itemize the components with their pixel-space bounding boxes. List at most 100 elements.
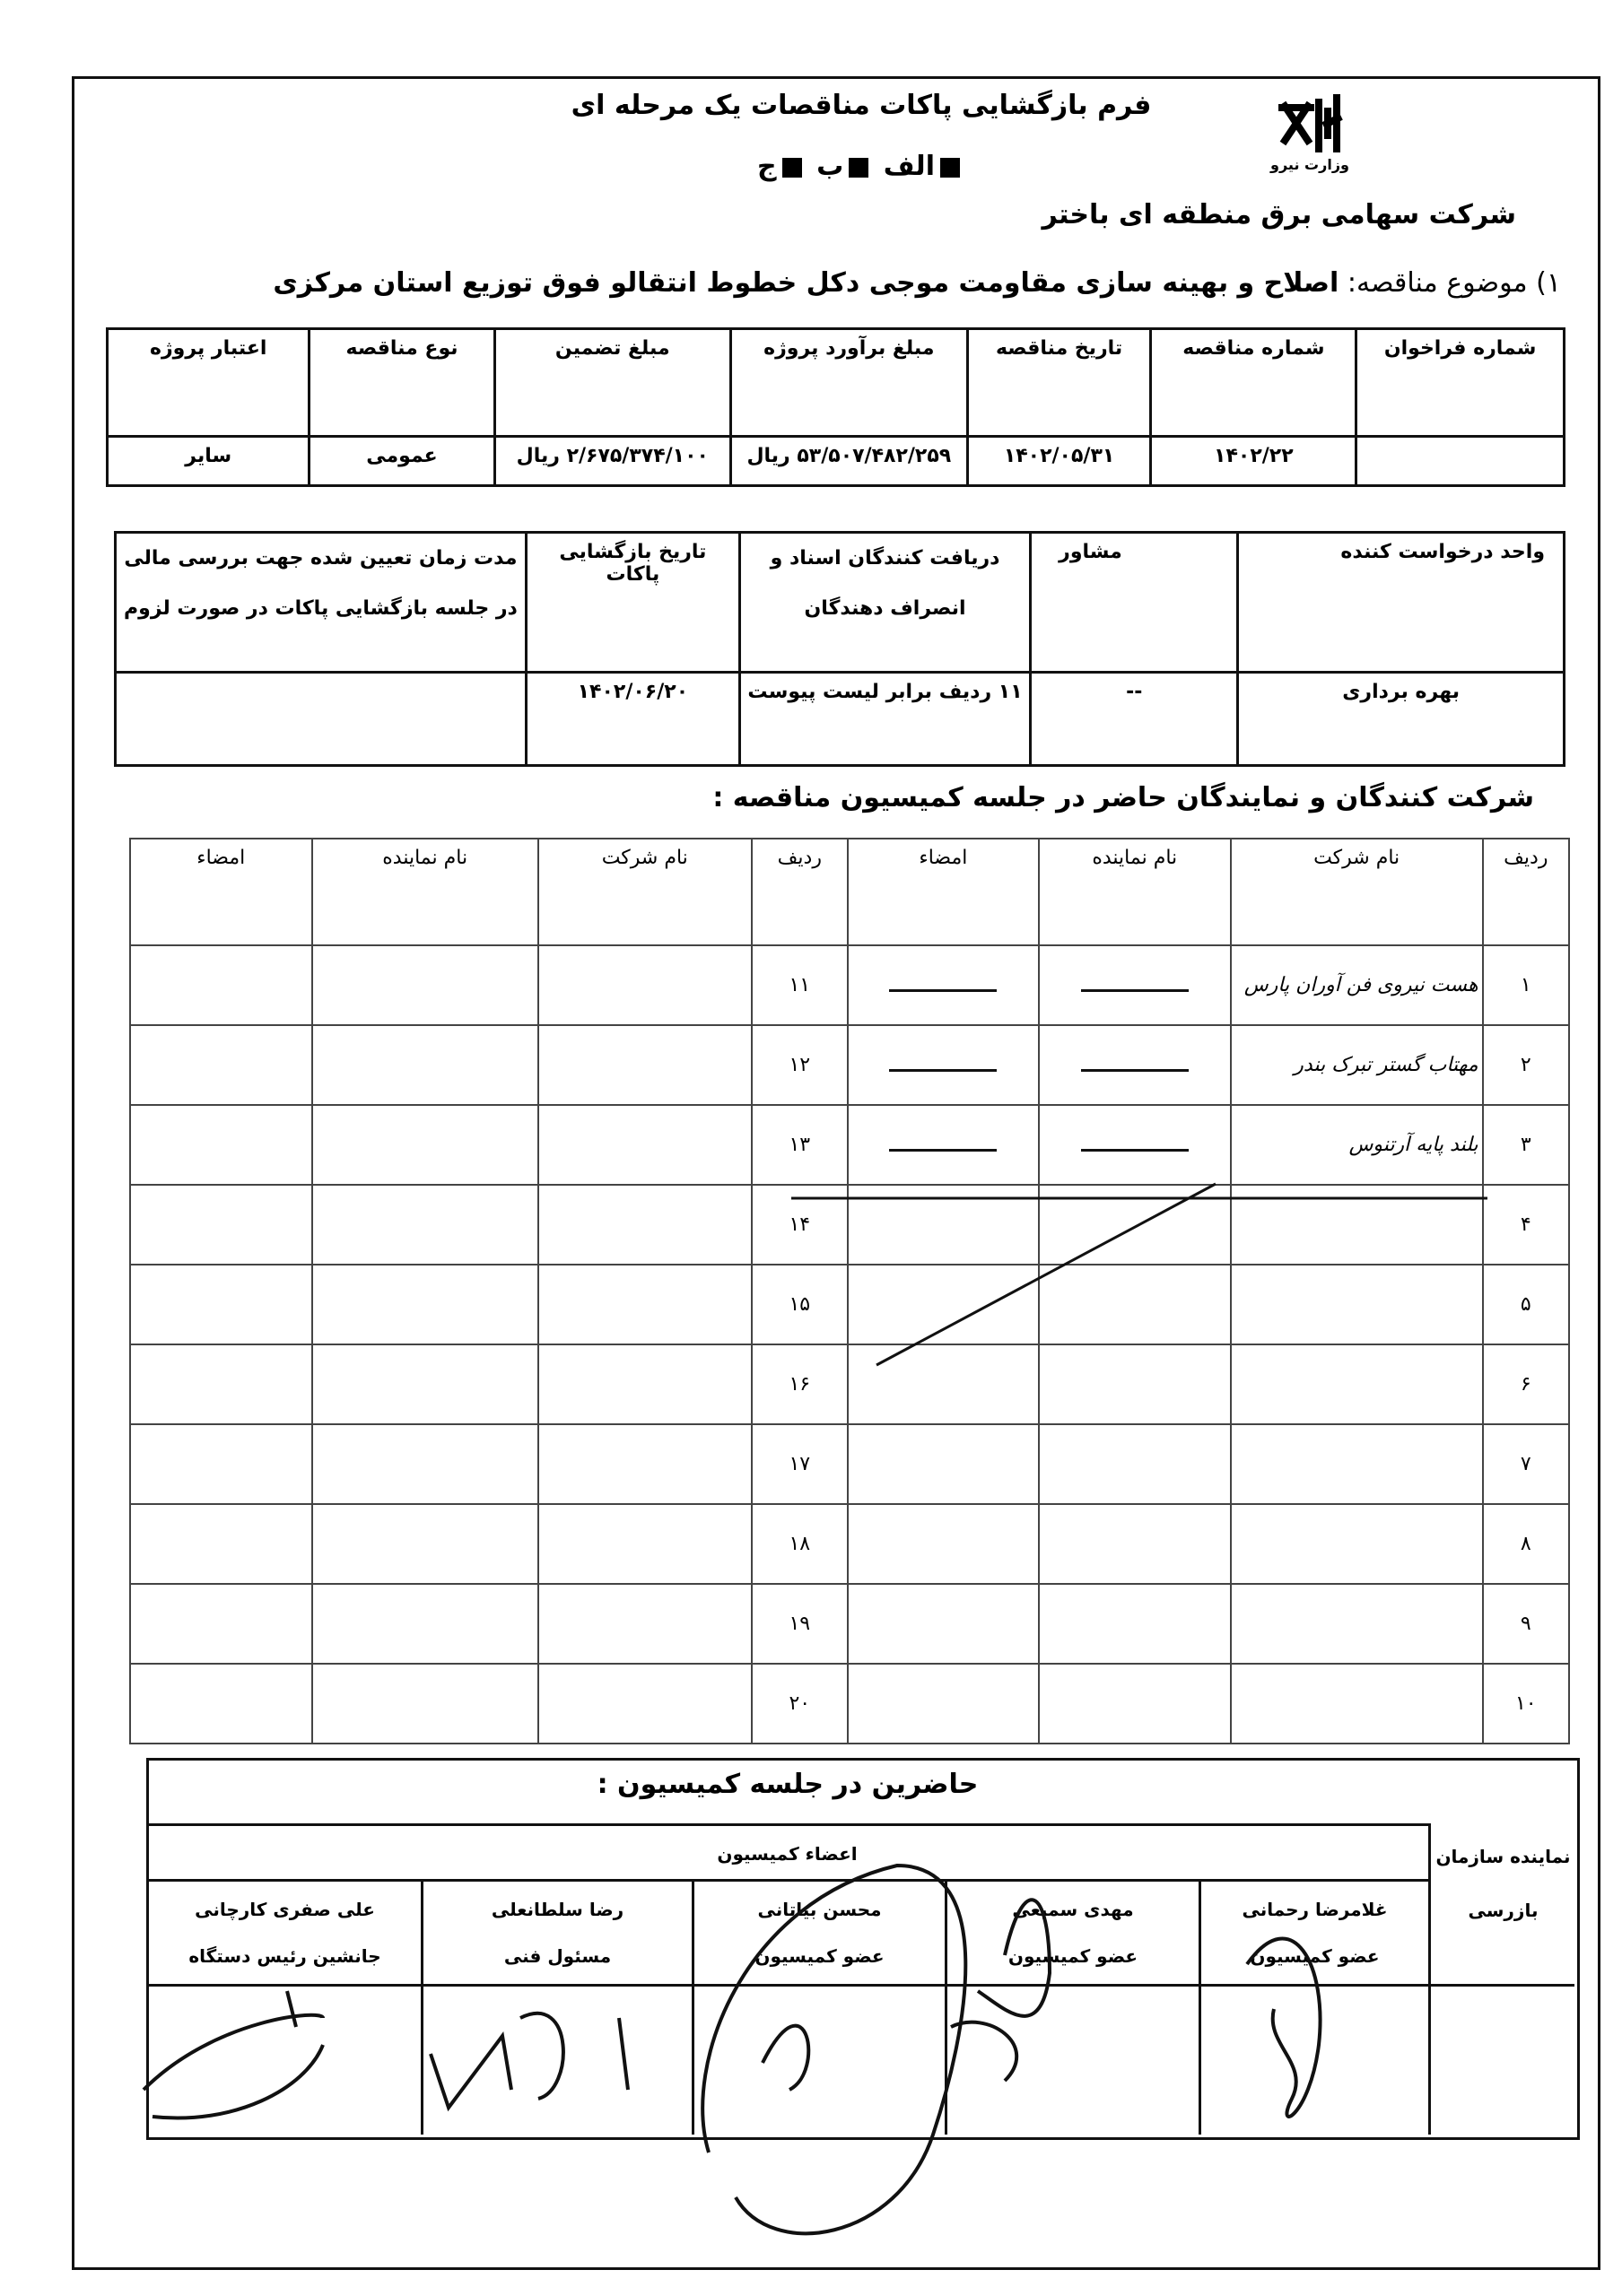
signature: [846, 1264, 1040, 1345]
header-signature-2: امضاء: [129, 838, 313, 946]
company-name: [1229, 1344, 1484, 1425]
ministry-logo: وزارت نیرو: [1260, 90, 1359, 173]
call-number: [1355, 435, 1565, 487]
company-name: [536, 1184, 753, 1265]
opening-info-table: واحد درخواست کننده مشاور دریافت کنندگان …: [114, 531, 1565, 767]
checkbox-be: [849, 157, 869, 178]
option-alef: الف: [883, 151, 935, 182]
checkbox-alef: [939, 157, 960, 178]
header-row-number-2: ردیف: [750, 838, 849, 946]
representative-name: [310, 1663, 539, 1744]
row-number: ۸: [1481, 1503, 1571, 1585]
representative-name: [310, 1184, 539, 1265]
row-number: ۳: [1481, 1104, 1571, 1186]
signature: [129, 1184, 313, 1265]
signature: [846, 1583, 1040, 1665]
row-number: ۱۰: [1481, 1663, 1571, 1744]
table-row: ۷ ۱۷: [129, 1423, 1571, 1505]
header-company-name-2: نام شرکت: [536, 838, 753, 946]
participants-table: ردیف نام شرکت نام نماینده امضاء ردیف نام…: [129, 838, 1571, 1744]
inspector-value: بازرسی: [1468, 1900, 1539, 1921]
estimate-amount: ۵۳/۵۰۷/۴۸۲/۲۵۹ ریال: [728, 435, 969, 487]
representative-name: [1037, 1024, 1232, 1106]
member-name: محسن بیاتانی: [757, 1899, 882, 1920]
signature: [129, 1104, 313, 1186]
row-number: ۱۹: [750, 1583, 849, 1665]
form-title: فرم بازگشایی پاکات مناقصات یک مرحله ای: [571, 90, 1152, 121]
company-name: [1229, 1184, 1484, 1265]
member-name: علی صفری کارچانی: [195, 1899, 375, 1920]
company-name: [536, 944, 753, 1026]
member-role: مسئول فنی: [503, 1945, 612, 1967]
tender-type: عمومی: [308, 435, 496, 487]
divider: [146, 1823, 1428, 1826]
company-name: [536, 1024, 753, 1106]
header-company-name: نام شرکت: [1229, 838, 1484, 946]
representative-name: [1037, 944, 1232, 1026]
guarantee-amount: ۲/۶۷۵/۳۷۴/۱۰۰ ریال: [493, 435, 732, 487]
company-name: [536, 1663, 753, 1744]
representative-name: [1037, 1264, 1232, 1345]
dash-mark: [1080, 1149, 1189, 1152]
signature: [129, 1024, 313, 1106]
representative-name: [1037, 1104, 1232, 1186]
tender-info-table: شماره فراخوان شماره مناقصه تاریخ مناقصه …: [105, 327, 1565, 487]
company-name: هست نیروی فن آوران پارس: [1229, 944, 1484, 1026]
representative-name: [1037, 1344, 1232, 1425]
commission-member: علی صفری کارچانی جانشین رئیس دستگاه: [146, 1879, 421, 2135]
table-row: ۱ هست نیروی فن آوران پارس ۱۱: [129, 944, 1571, 1026]
signature: [846, 1184, 1040, 1265]
row-number: ۶: [1481, 1344, 1571, 1425]
dash-mark: [889, 1069, 998, 1072]
company-name: بلند پایه آرتنوس: [1229, 1104, 1484, 1186]
commission-member: غلامرضا رحمانی عضو کمیسیون: [1199, 1879, 1428, 2135]
header-signature: امضاء: [846, 838, 1040, 946]
representative-name: [1037, 1503, 1232, 1585]
representative-name: [1037, 1663, 1232, 1744]
row-number: ۱۷: [750, 1423, 849, 1505]
dash-mark: [889, 1149, 998, 1152]
member-role: جانشین رئیس دستگاه: [188, 1945, 381, 1967]
table-row: ۱۰ ۲۰: [129, 1663, 1571, 1744]
header-document-receivers: دریافت کنندگان اسناد و انصراف دهندگان: [737, 531, 1033, 674]
member-name: غلامرضا رحمانی: [1242, 1899, 1388, 1920]
requesting-unit: بهره برداری: [1236, 671, 1565, 767]
logo-text: وزارت نیرو: [1270, 156, 1349, 173]
signature: [129, 944, 313, 1026]
tender-date: ۱۴۰۲/۰۵/۳۱: [965, 435, 1153, 487]
checkbox-jim: [781, 157, 802, 178]
row-number: ۱: [1481, 944, 1571, 1026]
commission-member: رضا سلطانعلی مسئول فنی: [421, 1879, 692, 2135]
company-name: [536, 1503, 753, 1585]
signature: [846, 1423, 1040, 1505]
row-number: ۷: [1481, 1423, 1571, 1505]
signature: [846, 1503, 1040, 1585]
participants-heading: شرکت کنندگان و نمایندگان حاضر در جلسه کم…: [712, 782, 1534, 813]
form-type-options: الف ب ج: [592, 151, 1130, 182]
member-role: عضو کمیسیون: [1007, 1945, 1138, 1967]
option-be: ب: [816, 151, 844, 182]
signature: [129, 1344, 313, 1425]
members-label: اعضاء کمیسیون: [717, 1843, 858, 1865]
representative-name: [310, 1264, 539, 1345]
company-name: [1229, 1663, 1484, 1744]
header-tender-number: شماره مناقصه: [1149, 327, 1358, 438]
signature: [129, 1423, 313, 1505]
page-border: [72, 76, 1600, 2270]
representative-name: [310, 944, 539, 1026]
row-number: ۲۰: [750, 1663, 849, 1744]
company-name: [1229, 1503, 1484, 1585]
signature: [846, 1024, 1040, 1106]
header-opening-date: تاریخ بازگشایی پاکات: [524, 531, 741, 674]
row-number: ۱۲: [750, 1024, 849, 1106]
company-name: [1229, 1423, 1484, 1505]
representative-name: [310, 1423, 539, 1505]
row-number: ۱۱: [750, 944, 849, 1026]
company-name: [536, 1264, 753, 1345]
representative-name: [310, 1344, 539, 1425]
row-number: ۵: [1481, 1264, 1571, 1345]
member-name: مهدی سمیعی: [1012, 1899, 1134, 1920]
dash-mark: [1080, 989, 1189, 992]
row-number: ۱۸: [750, 1503, 849, 1585]
representative-name: [310, 1503, 539, 1585]
